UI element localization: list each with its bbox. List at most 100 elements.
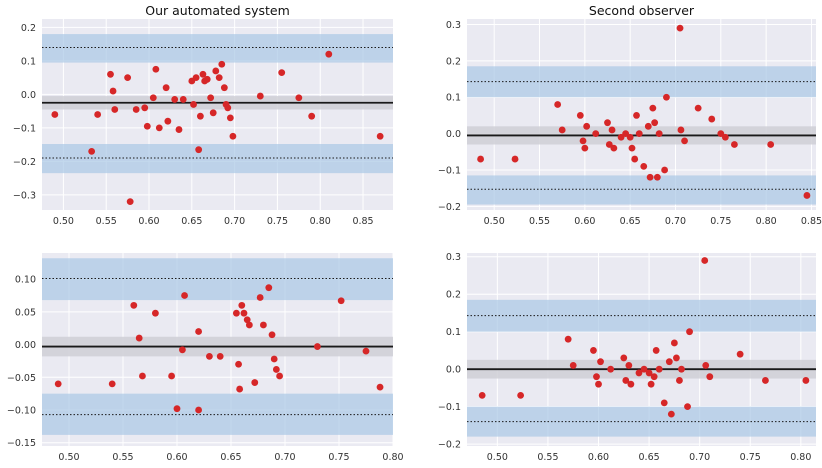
data-point — [655, 130, 663, 138]
x-tick-label: 0.50 — [484, 216, 505, 227]
data-point — [625, 362, 633, 369]
data-point — [308, 112, 316, 120]
data-point — [199, 70, 207, 78]
data-point — [109, 87, 117, 95]
data-point — [238, 301, 246, 309]
data-point — [107, 70, 114, 78]
x-tick-label: 0.70 — [274, 452, 295, 463]
data-point — [644, 122, 652, 130]
x-tick-label: 0.65 — [220, 452, 241, 463]
data-point — [665, 358, 673, 366]
data-point — [717, 130, 725, 138]
data-point — [649, 104, 657, 112]
y-tick-label: −0.1 — [13, 123, 36, 134]
data-point — [152, 309, 159, 317]
y-tick-label: −0.1 — [438, 402, 461, 413]
x-tick-label: 0.55 — [537, 452, 558, 463]
data-point — [195, 146, 203, 154]
y-tick-label: −0.2 — [438, 440, 461, 451]
y-tick-label: −0.2 — [13, 157, 36, 168]
data-point — [663, 93, 670, 101]
y-tick-label: 0.3 — [446, 252, 461, 263]
y-tick-label: −0.15 — [7, 438, 36, 449]
data-point — [511, 155, 519, 163]
data-point — [673, 354, 680, 362]
data-point — [702, 362, 710, 369]
data-point — [108, 380, 116, 388]
lower-loa-band — [467, 175, 816, 205]
y-tick-label: 0.10 — [15, 275, 36, 286]
data-point — [626, 133, 634, 141]
data-point — [54, 380, 62, 388]
data-point — [622, 377, 630, 384]
data-point — [216, 352, 224, 360]
data-point — [226, 114, 234, 122]
x-tick-label: 0.50 — [58, 452, 79, 463]
panel-top-left: 0.50 0.55 0.60 0.65 0.70 0.75 0.80 0.85 −0.3 −0.2… — [13, 3, 393, 227]
y-tick-label: 0.1 — [446, 327, 461, 338]
x-tick-label: 0.65 — [620, 216, 641, 227]
data-point — [135, 334, 143, 342]
data-point — [635, 130, 643, 138]
x-tick-label: 0.70 — [689, 452, 710, 463]
data-point — [362, 347, 370, 355]
data-point — [706, 373, 714, 381]
data-point — [240, 309, 248, 317]
data-point — [635, 369, 643, 377]
data-point — [111, 106, 119, 113]
data-point — [627, 380, 635, 388]
data-point — [235, 360, 242, 368]
data-point — [620, 354, 628, 362]
x-tick-label: 0.50 — [53, 216, 74, 227]
data-point — [517, 392, 525, 399]
lower-loa-band — [42, 143, 393, 174]
panel-top-right: 0.50 0.55 0.60 0.65 0.70 0.75 0.80 0.85 −0.2 −0.1… — [438, 3, 822, 227]
data-point — [721, 133, 729, 141]
data-point — [278, 69, 286, 77]
y-tick-label: 0.05 — [15, 307, 36, 318]
data-point — [224, 104, 232, 112]
data-point — [272, 366, 280, 373]
data-point — [708, 115, 716, 123]
data-point — [265, 284, 273, 292]
data-point — [608, 126, 616, 134]
data-point — [220, 84, 228, 92]
data-point — [581, 144, 589, 152]
x-tick-label: 0.65 — [181, 216, 202, 227]
data-point — [314, 343, 321, 350]
data-point — [678, 365, 685, 373]
data-point — [126, 198, 134, 206]
data-point — [206, 352, 213, 360]
data-point — [218, 60, 226, 68]
x-tick-label: 0.85 — [352, 216, 373, 227]
chart-title: Second observer — [589, 3, 695, 18]
data-point — [51, 111, 59, 118]
data-point — [647, 380, 655, 388]
data-point — [203, 75, 211, 83]
data-point — [207, 94, 215, 102]
data-point — [124, 74, 132, 82]
data-point — [94, 111, 102, 118]
data-point — [628, 144, 636, 152]
x-tick-label: 0.50 — [487, 452, 508, 463]
x-tick-label: 0.75 — [740, 452, 761, 463]
data-point — [701, 257, 709, 264]
x-tick-label: 0.85 — [801, 216, 822, 227]
data-point — [617, 133, 625, 141]
data-point — [767, 141, 775, 148]
data-point — [633, 112, 640, 119]
y-tick-label: −0.05 — [7, 373, 36, 384]
y-tick-label: 0.2 — [446, 56, 461, 67]
data-point — [652, 347, 660, 354]
data-point — [597, 358, 604, 366]
data-point — [569, 362, 577, 369]
y-tick-label: −0.10 — [7, 406, 36, 417]
data-point — [270, 355, 278, 363]
y-tick-label: 0.00 — [15, 340, 36, 351]
data-point — [676, 377, 683, 384]
data-point — [803, 192, 811, 199]
y-tick-label: 0.0 — [446, 365, 461, 376]
data-point — [325, 50, 333, 58]
data-point — [651, 119, 659, 127]
data-point — [667, 410, 675, 418]
